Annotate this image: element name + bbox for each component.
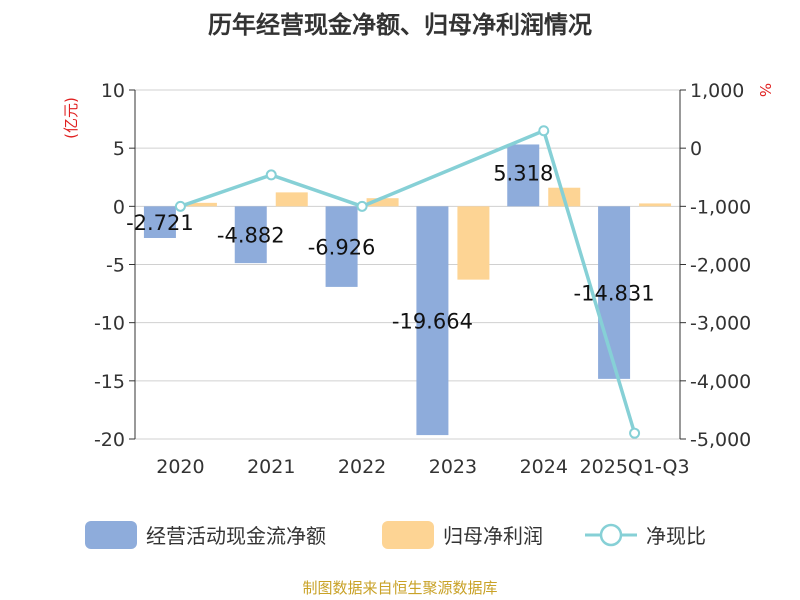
axes: 10 5 0 -5 -10 -15 -20 1,000 0 -1,000 -2,000 -3,000 -… — [94, 80, 751, 478]
ratio-point — [629, 427, 641, 439]
right-tick-label: 0 — [690, 138, 702, 160]
right-axis-unit: % — [756, 83, 774, 97]
cashflow-bar — [598, 206, 631, 379]
right-tick-label: -5,000 — [690, 429, 751, 451]
ratio-point — [356, 200, 368, 212]
left-tick-label: -20 — [94, 429, 125, 451]
cashflow-data-label: -19.664 — [392, 310, 473, 334]
legend-label-cashflow: 经营活动现金流净额 — [146, 524, 326, 548]
cashflow-bar — [234, 206, 267, 264]
bars — [143, 144, 672, 436]
right-tick-label: -2,000 — [690, 255, 751, 277]
legend-label-ratio: 净现比 — [646, 524, 706, 548]
x-tick-label: 2021 — [247, 456, 295, 478]
ratio-line-path — [179, 128, 637, 434]
right-tick-label: -4,000 — [690, 371, 751, 393]
ratio-point — [174, 200, 186, 212]
profit-bar — [275, 192, 308, 207]
left-tick-label: 10 — [101, 80, 125, 102]
data-labels: -2.721 -4.882 -6.926 -19.664 5.318 -14.831 — [126, 161, 655, 333]
x-tick-label: 2020 — [156, 456, 204, 478]
cashflow-bar — [416, 206, 449, 436]
legend-label-profit: 归母净利润 — [443, 524, 543, 548]
ratio-line — [174, 125, 641, 439]
legend-swatch-profit — [382, 521, 434, 549]
profit-bar — [184, 202, 217, 207]
profit-bar — [366, 198, 399, 207]
cashflow-data-label: -2.721 — [126, 211, 194, 235]
grid — [135, 89, 680, 440]
x-tick-label: 2022 — [338, 456, 386, 478]
cashflow-bar — [325, 206, 358, 287]
x-tick-label: 2025Q1-Q3 — [580, 456, 690, 478]
x-tick-label: 2023 — [429, 456, 477, 478]
cashflow-data-label: -14.831 — [574, 282, 655, 306]
right-tick-label: -3,000 — [690, 313, 751, 335]
legend: 经营活动现金流净额 归母净利润 净现比 — [85, 521, 706, 549]
right-tick-label: -1,000 — [690, 196, 751, 218]
source-note: 制图数据来自恒生聚源数据库 — [302, 579, 497, 597]
left-tick-label: 0 — [113, 196, 125, 218]
cashflow-data-label: 5.318 — [493, 161, 553, 185]
ratio-point — [265, 169, 277, 181]
profit-bar — [457, 206, 490, 280]
cashflow-bar — [143, 206, 176, 238]
cashflow-data-label: -4.882 — [217, 224, 285, 248]
left-tick-label: -5 — [106, 255, 125, 277]
left-tick-label: 5 — [113, 138, 125, 160]
left-tick-label: -15 — [94, 371, 125, 393]
ratio-point — [538, 125, 550, 137]
x-tick-label: 2024 — [520, 456, 568, 478]
legend-swatch-cashflow — [85, 521, 137, 549]
legend-marker-ratio — [599, 523, 623, 547]
cashflow-bar — [507, 144, 540, 207]
profit-bar — [639, 203, 672, 207]
chart-title: 历年经营现金净额、归母净利润情况 — [208, 11, 592, 39]
left-tick-label: -10 — [94, 313, 125, 335]
left-axis-unit: (亿元) — [62, 97, 80, 139]
right-tick-label: 1,000 — [690, 80, 744, 102]
cashflow-data-label: -6.926 — [308, 236, 376, 260]
